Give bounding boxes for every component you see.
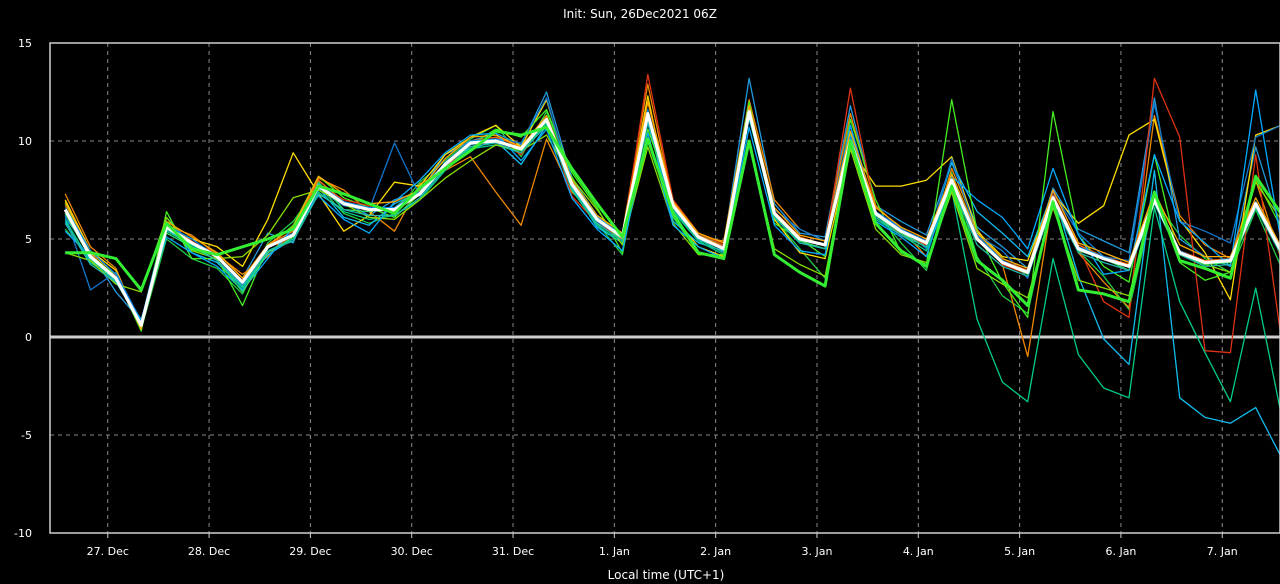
x-tick-label: 27. Dec — [87, 545, 129, 558]
main-series — [63, 109, 1280, 327]
ensemble-member-line — [64, 116, 1280, 412]
x-tick-label: 28. Dec — [188, 545, 230, 558]
x-tick-label: 31. Dec — [492, 545, 534, 558]
ensemble-mean-line — [63, 109, 1280, 327]
x-axis-ticks: 27. Dec 28. Dec 29. Dec 30. Dec 31. Dec 1. Ja… — [87, 533, 1238, 558]
ensemble-member-line — [64, 95, 1280, 328]
x-tick-label: 29. Dec — [289, 545, 331, 558]
y-tick-label: -10 — [14, 527, 32, 540]
y-tick-label: 15 — [18, 37, 32, 50]
y-axis-ticks: -10 -5 0 5 10 15 — [14, 37, 32, 540]
x-tick-label: 3. Jan — [802, 545, 833, 558]
x-tick-label: 1. Jan — [599, 545, 630, 558]
ensemble-member-line — [64, 101, 1280, 330]
plot-frame — [49, 42, 1280, 534]
x-tick-label: 7. Jan — [1207, 545, 1238, 558]
x-tick-label: 30. Dec — [391, 545, 433, 558]
y-tick-label: 5 — [25, 233, 32, 246]
y-tick-label: 0 — [25, 331, 32, 344]
y-tick-label: 10 — [18, 135, 32, 148]
x-tick-label: 5. Jan — [1004, 545, 1035, 558]
ensemble-members — [64, 73, 1280, 457]
control-run-line — [65, 125, 1280, 308]
x-tick-label: 4. Jan — [903, 545, 934, 558]
ensemble-member-line — [64, 89, 1280, 321]
x-axis-label: Local time (UTC+1) — [608, 568, 725, 582]
grid — [50, 43, 1280, 533]
x-tick-label: 2. Jan — [700, 545, 731, 558]
chart-title: Init: Sun, 26Dec2021 06Z — [563, 7, 717, 21]
ensemble-member-line — [64, 105, 1280, 457]
x-tick-label: 6. Jan — [1105, 545, 1136, 558]
y-tick-label: -5 — [21, 429, 32, 442]
